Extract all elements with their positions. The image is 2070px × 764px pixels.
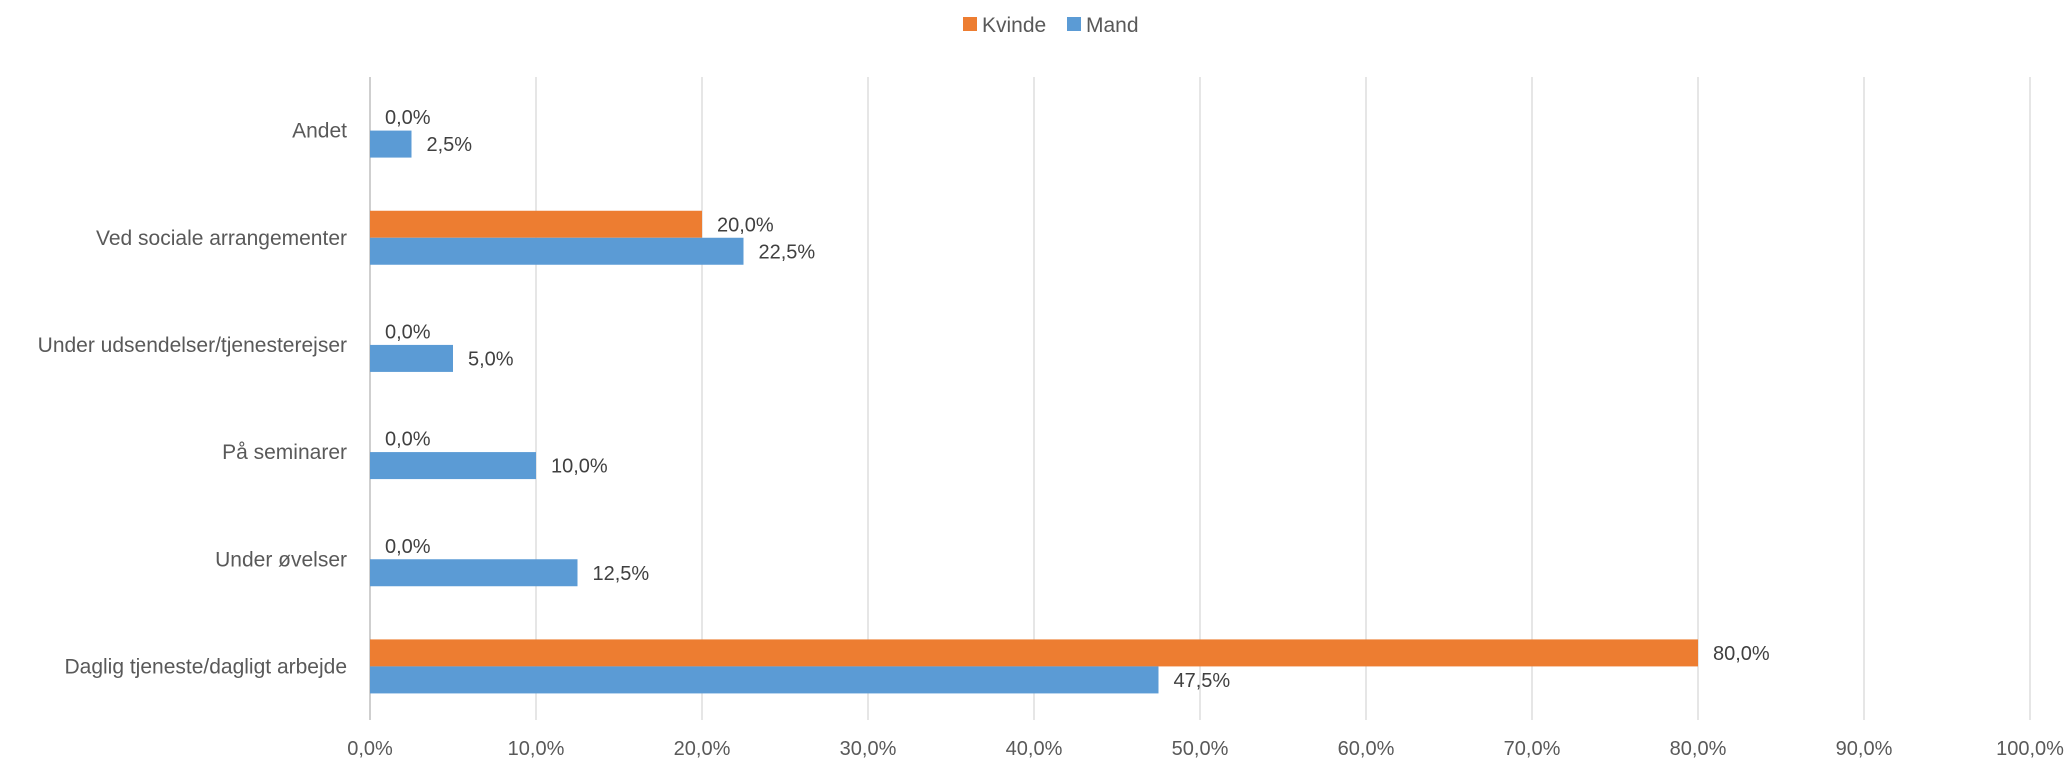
bar-mand [370, 344, 453, 372]
data-label: 0,0% [385, 429, 431, 451]
data-label: 20,0% [717, 214, 774, 236]
data-label: 22,5% [759, 241, 816, 263]
data-label: 2,5% [427, 134, 473, 156]
category-label: På seminarer [222, 441, 347, 464]
legend: Kvinde Mand [963, 14, 1139, 37]
category-label: Andet [292, 120, 347, 143]
category-label: Under udsendelser/tjenesterejser [38, 334, 347, 357]
category-label: Daglig tjeneste/dagligt arbejde [64, 655, 347, 678]
data-label: 0,0% [385, 321, 431, 343]
data-label: 0,0% [385, 536, 431, 558]
x-tick-labels: 0,0% 10,0% 20,0% 30,0% 40,0% 50,0% 60,0% 70,0% 8… [347, 738, 2064, 760]
data-label: 5,0% [468, 348, 514, 370]
data-label: 80,0% [1713, 643, 1770, 665]
bar-mand [370, 559, 578, 587]
x-tick-label: 90,0% [1836, 738, 1893, 760]
category-labels: Andet Ved sociale arrangementer Under udse… [38, 120, 347, 679]
x-tick-label: 50,0% [1172, 738, 1229, 760]
x-tick-label: 0,0% [347, 738, 393, 760]
x-tick-label: 100,0% [1996, 738, 2064, 760]
bar-mand [370, 130, 412, 158]
legend-swatch-kvinde [963, 17, 977, 31]
bar-mand [370, 452, 536, 480]
category-label: Ved sociale arrangementer [96, 227, 347, 250]
legend-label-kvinde: Kvinde [982, 14, 1046, 37]
x-tick-label: 60,0% [1338, 738, 1395, 760]
data-label: 10,0% [551, 456, 608, 478]
x-tick-label: 80,0% [1670, 738, 1727, 760]
data-labels: 0,0% 2,5% 20,0% 22,5% 0,0% 5,0% 0,0% 10,0% 0,0% 1… [385, 107, 1770, 692]
bar-kvinde [370, 639, 1698, 667]
bar-mand [370, 666, 1159, 694]
legend-label-mand: Mand [1086, 14, 1139, 37]
data-label: 12,5% [593, 563, 650, 585]
data-label: 0,0% [385, 107, 431, 129]
legend-swatch-mand [1067, 17, 1081, 31]
bars [370, 130, 1698, 694]
x-tick-label: 20,0% [674, 738, 731, 760]
gridlines [369, 77, 2031, 720]
data-label: 47,5% [1174, 670, 1231, 692]
bar-kvinde [370, 210, 702, 238]
x-tick-label: 10,0% [508, 738, 565, 760]
category-label: Under øvelser [215, 548, 347, 571]
x-tick-label: 70,0% [1504, 738, 1561, 760]
bar-mand [370, 237, 744, 265]
x-tick-label: 40,0% [1006, 738, 1063, 760]
x-tick-label: 30,0% [840, 738, 897, 760]
